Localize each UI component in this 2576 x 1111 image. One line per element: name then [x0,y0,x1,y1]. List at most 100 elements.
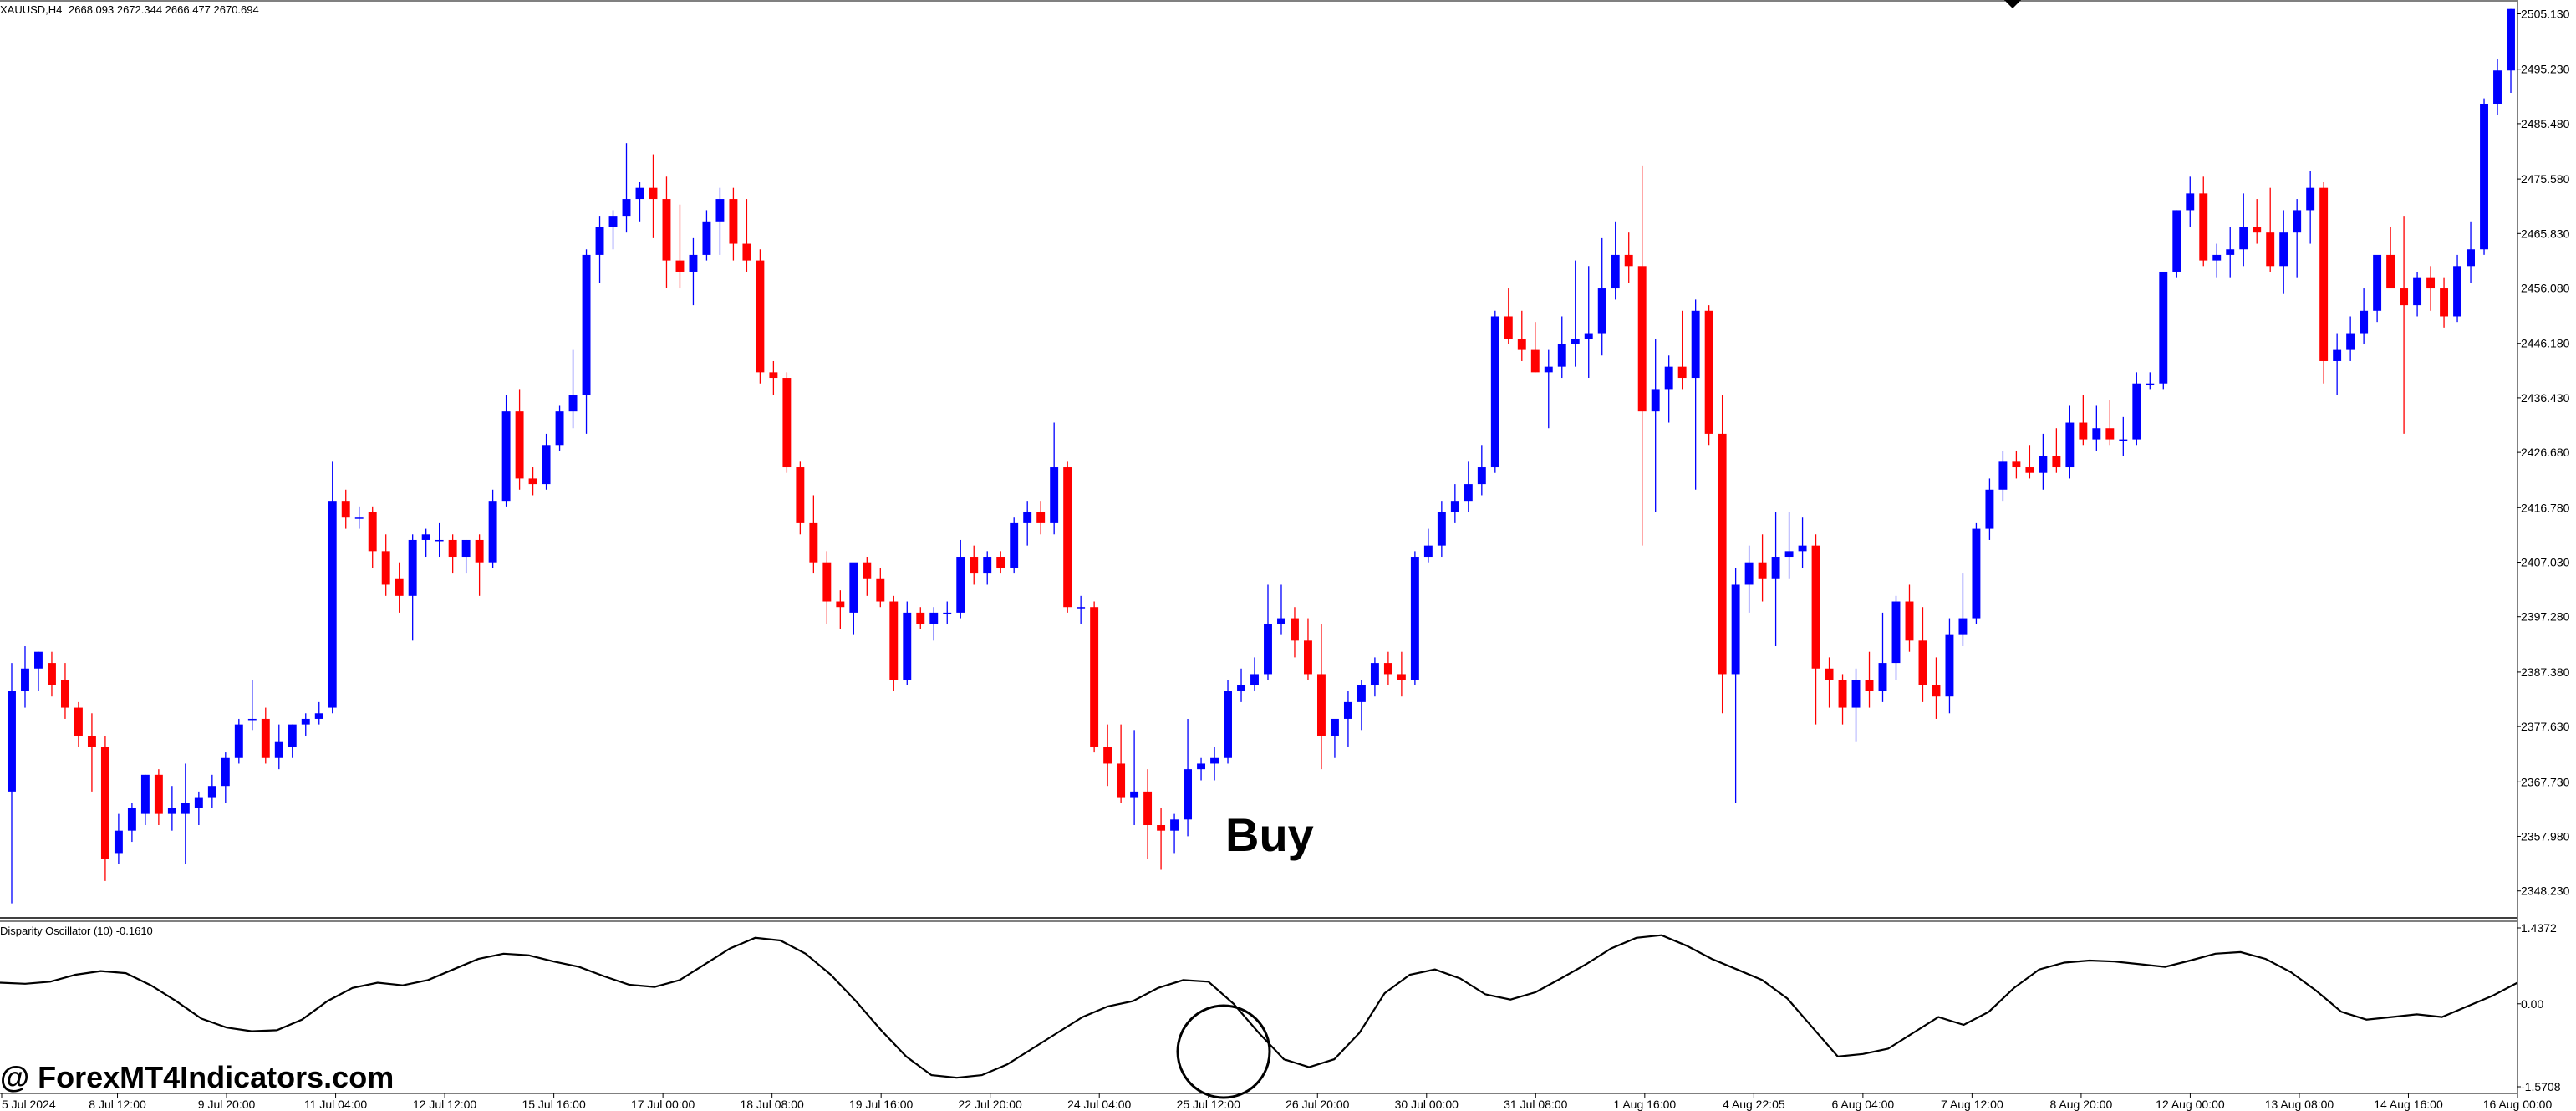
candle [1784,512,1794,579]
price-tick-label: 2456.080 [2521,282,2570,295]
candle [1771,512,1780,647]
candle [1825,657,1834,708]
candle-body [2132,383,2141,440]
candle [568,349,578,429]
candle-body [60,680,69,708]
candle [876,568,885,608]
candle [1370,657,1379,697]
candle-body [221,757,230,787]
candle-body [1103,747,1112,764]
candle [1410,551,1419,685]
candle [127,803,136,843]
candle-body [48,663,56,685]
time-tick-label: 16 Aug 00:00 [2483,1098,2553,1111]
candle [1998,450,2008,502]
candle [1918,607,1927,702]
price-tick-label: 2377.630 [2521,720,2570,733]
candle-body [1316,674,1326,736]
candle-body [983,557,992,574]
candle-body [435,539,444,542]
candle-body [2440,288,2449,317]
candle [2012,450,2021,479]
time-tick-label: 18 Jul 08:00 [741,1098,804,1111]
candle [1530,322,1540,373]
candle [1010,517,1019,574]
candle-body [1277,618,1285,624]
candle [635,181,644,222]
candle [368,506,377,568]
candle [996,551,1005,574]
candle-body [1918,640,1927,685]
candle [649,154,658,238]
oscillator-series [0,934,2518,1079]
candle [1865,651,1874,708]
candle [100,736,109,881]
candle-body [2186,193,2195,211]
candle-body [1210,757,1219,764]
candle-body [1077,607,1086,609]
candle-body [956,557,965,613]
candle-body [2199,193,2208,261]
time-tick-label: 14 Aug 16:00 [2374,1098,2443,1111]
candle-body [1250,674,1259,685]
candle [2239,193,2248,267]
candle-body [1998,461,2008,490]
candle-body [836,601,845,608]
candle [582,249,591,434]
candle [341,489,350,529]
candle-body [301,718,310,725]
candle-body [274,741,283,758]
candle [60,663,69,719]
candle-body [1637,266,1647,412]
candle-body [1838,680,1847,708]
candle [2373,254,2382,323]
candle-body [2212,254,2222,261]
candle [702,210,711,261]
time-tick-label: 1 Aug 16:00 [1613,1098,1676,1111]
candle-body [1197,763,1206,770]
candle [1985,478,1994,540]
candle-body [595,227,604,255]
candle [2440,277,2449,328]
candle-body [1130,791,1139,798]
candle-body [542,445,551,485]
candle [314,701,323,725]
time-tick-label: 4 Aug 22:05 [1723,1098,1785,1111]
candle [2279,210,2288,294]
candle [421,528,430,558]
candle [729,187,738,261]
candle [2199,176,2208,267]
candle-body [715,199,725,222]
candle-body [1090,607,1099,747]
candle-body [662,199,671,261]
candle-body [1291,618,1299,641]
candle [2052,428,2061,473]
candle [1264,584,1272,680]
candle-body [1624,254,1633,267]
candle-body [167,808,176,814]
candle [1905,584,1914,652]
candle-body [1184,769,1193,820]
candle [1077,595,1086,624]
candle [2186,176,2195,227]
candle [2253,199,2262,244]
candle [288,724,297,758]
candle [2159,271,2168,390]
candle [194,791,203,826]
candle-body [1958,618,1968,635]
candle [21,646,29,708]
candle-body [1304,640,1312,675]
candle [2467,221,2475,283]
candle-body [1865,680,1874,691]
candle-body [649,187,658,200]
candle [207,774,216,808]
price-tick-label: 2495.230 [2521,63,2570,76]
candle [328,461,337,714]
candle [943,601,952,624]
candle [2319,181,2329,384]
candle [1878,612,1887,702]
candle-body [782,378,792,468]
oscillator-line [0,934,2518,1079]
candle [1958,573,1968,647]
